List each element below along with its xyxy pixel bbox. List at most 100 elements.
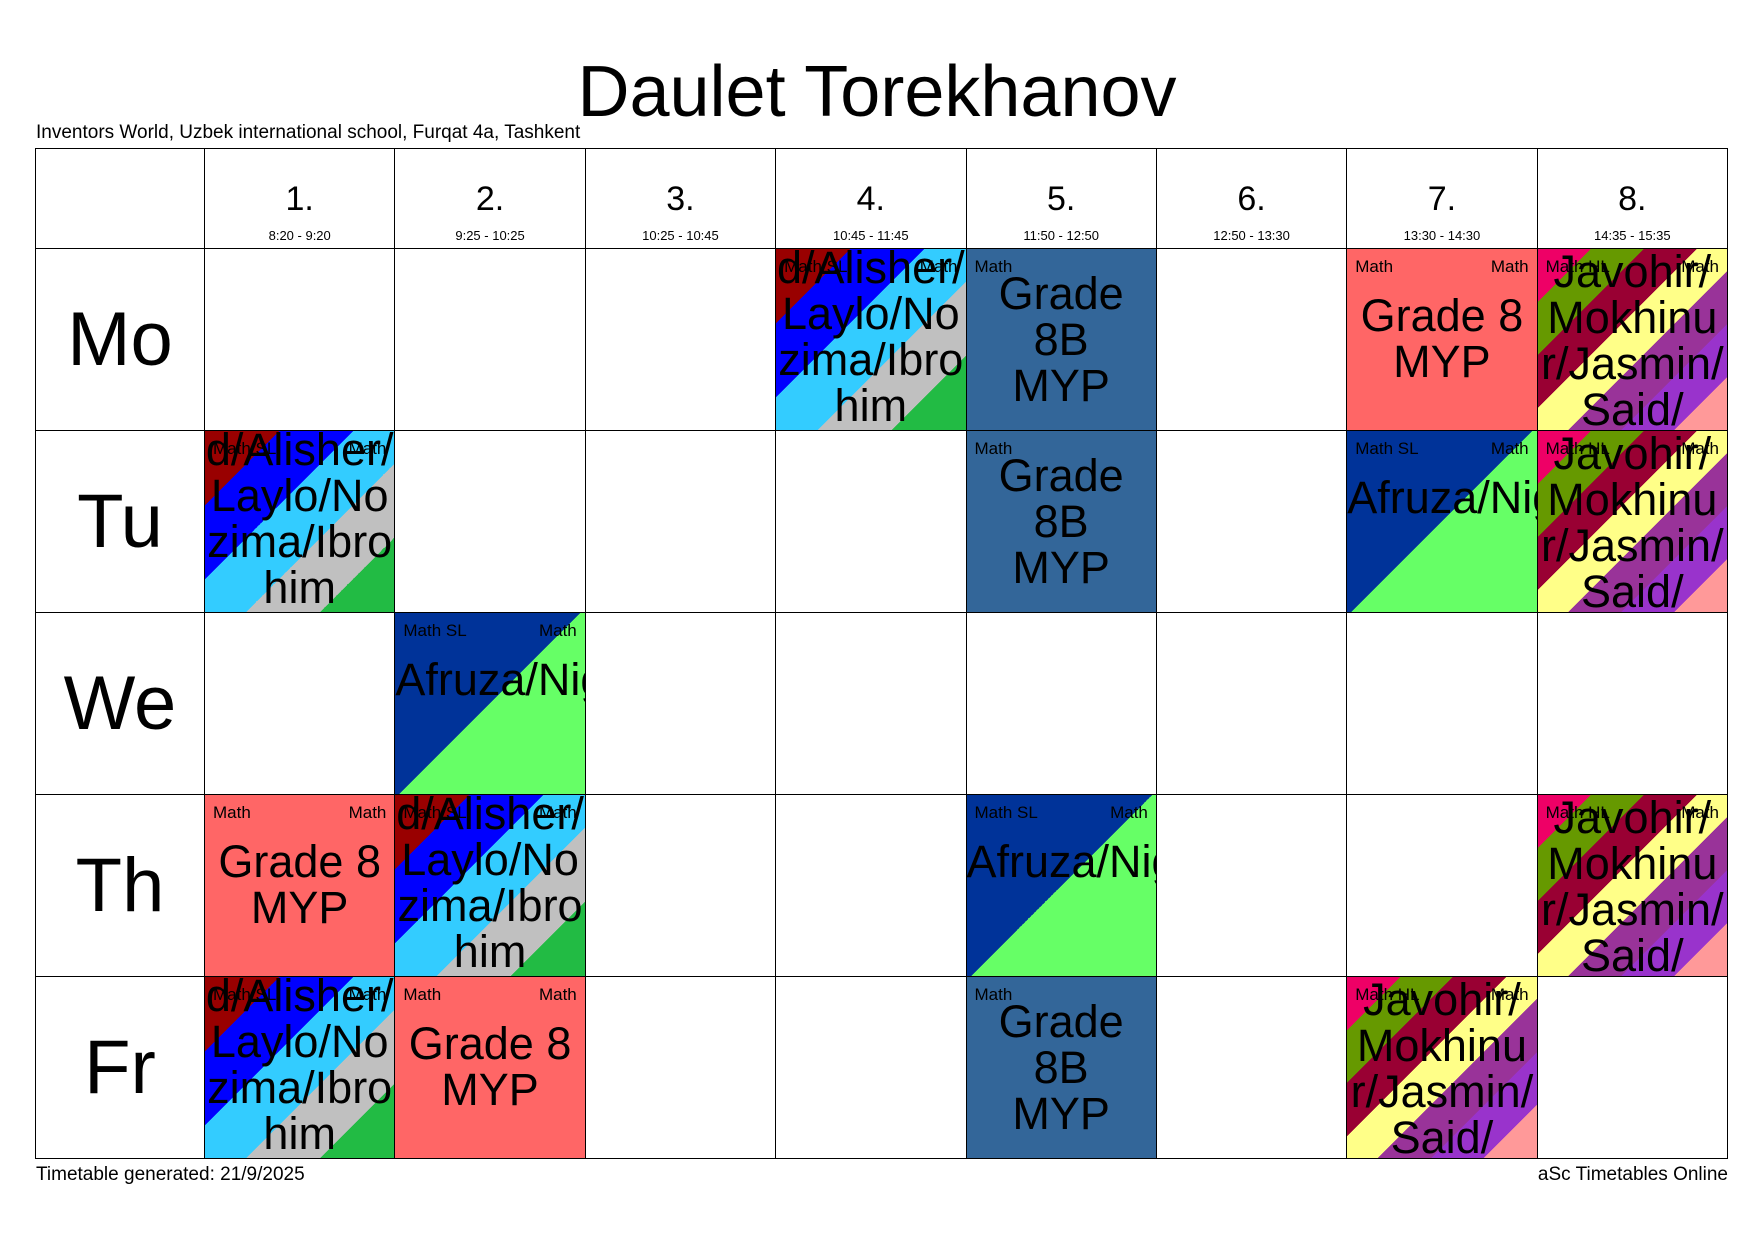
lesson-subject: Math HL — [1545, 439, 1610, 458]
school-address: Inventors World, Uzbek international sch… — [36, 122, 581, 143]
lesson-group: Grade 8B MYP — [998, 271, 1124, 409]
period-number: 1. — [285, 180, 314, 218]
lesson-subject: Math — [1355, 257, 1394, 276]
lesson-card[interactable]: Math SL MathJamshid/Akbar/Bekzod/Jahongir… — [205, 977, 395, 1158]
day-label: Fr — [36, 977, 205, 1159]
day-label: Mo — [36, 249, 205, 431]
timetable-cell: Math SL MathJamshid/Akbar/Bekzod/Jahongir… — [205, 431, 396, 613]
lesson-card[interactable]: Math Grade 8B MYP — [966, 977, 1156, 1158]
day-label: We — [36, 613, 205, 795]
timetable-cell — [1537, 613, 1728, 795]
timetable-cell — [1347, 795, 1538, 977]
day-label: Tu — [36, 431, 205, 613]
period-header: 3. 10:25 - 10:45 — [585, 149, 777, 249]
lesson-card[interactable]: Math SL MathJamshid/Akbar/Bekzod/Jahongir… — [776, 249, 966, 430]
lesson-card[interactable]: Math Grade 8B MYP — [966, 431, 1156, 612]
period-number: 5. — [1047, 180, 1076, 218]
lesson-subject-short: Math — [348, 803, 387, 822]
lesson-subject: Math SL — [974, 803, 1038, 822]
lesson-subject-short: Math — [1490, 439, 1529, 458]
timetable-cell — [1156, 249, 1348, 431]
lesson-subject: Math — [974, 439, 1013, 458]
page-title: Daulet Torekhanov — [577, 52, 1177, 132]
lesson-card[interactable]: Math HL Math Javohir/Mokhinur/Jasmin/Said/ — [1537, 431, 1727, 612]
timetable-cell: Math HL Math Javohir/Mokhinur/Jasmin/Said/ — [1537, 431, 1728, 613]
period-time: 12:50 - 13:30 — [1213, 228, 1290, 243]
lesson-subject: Math SL — [213, 985, 277, 1004]
lesson-group: Afruza/Nigora — [395, 657, 584, 703]
timetable-cell: Math Grade 8B MYP — [966, 977, 1157, 1159]
lesson-subject: Math — [403, 985, 442, 1004]
timetable-cell — [585, 431, 777, 613]
timetable-cell — [1156, 977, 1348, 1159]
lesson-card[interactable]: Math HL Math Javohir/Mokhinur/Jasmin/Said/ — [1537, 795, 1727, 976]
lesson-subject: Math HL — [1355, 985, 1420, 1004]
lesson-group: Grade 8 MYP — [1360, 293, 1524, 385]
timetable-cell: Math Grade 8B MYP — [966, 249, 1157, 431]
period-time: 11:50 - 12:50 — [1023, 228, 1100, 243]
timetable-cell — [1347, 613, 1538, 795]
timetable-cell: Math SL Math Afruza/Nigora — [395, 613, 586, 795]
lesson-subject-short: Math — [538, 621, 577, 640]
timetable-cell — [585, 977, 777, 1159]
timetable-cell: Math Grade 8B MYP — [966, 431, 1157, 613]
timetable-cell — [205, 613, 396, 795]
lesson-card[interactable]: Math Grade 8B MYP — [966, 249, 1156, 430]
lesson-subject: Math HL — [1545, 257, 1610, 276]
period-number: 2. — [475, 180, 505, 218]
timetable-cell: Math Math Grade 8 MYP — [205, 795, 396, 977]
lesson-group: Grade 8B MYP — [998, 453, 1124, 591]
lesson-card[interactable]: Math Math Grade 8 MYP — [1347, 249, 1537, 430]
timetable-cell — [1156, 795, 1348, 977]
period-time: 13:30 - 14:30 — [1403, 228, 1481, 243]
lesson-card[interactable]: Math Math Grade 8 MYP — [205, 795, 395, 976]
period-header: 4. 10:45 - 11:45 — [776, 149, 967, 249]
period-header: 1. 8:20 - 9:20 — [205, 149, 396, 249]
lesson-subject: Math SL — [213, 439, 277, 458]
timetable-cell — [1537, 977, 1728, 1159]
timetable-cell — [585, 249, 777, 431]
lesson-card[interactable]: Math SL MathJamshid/Akbar/Bekzod/Jahongir… — [205, 431, 395, 612]
lesson-group: Jamshid/Akbar/Bekzod/Jahongir/Dilshod/Ha… — [396, 795, 584, 975]
lesson-subject: Math SL — [1355, 439, 1419, 458]
lesson-card[interactable]: Math Math Grade 8 MYP — [395, 977, 585, 1158]
period-number: 8. — [1618, 180, 1647, 218]
lesson-subject: Math HL — [1545, 803, 1610, 822]
lesson-card[interactable]: Math SL Math Afruza/Nigora — [966, 795, 1156, 976]
lesson-subject-short: Math — [348, 439, 387, 458]
timetable-cell — [776, 977, 967, 1159]
day-label: Th — [36, 795, 205, 977]
timetable-cell: Math HL Math Javohir/Mokhinur/Jasmin/Said/ — [1537, 249, 1728, 431]
lesson-group: Javohir/Mokhinur/Jasmin/Said/ — [1541, 249, 1724, 427]
timetable-cell: Math SL MathJamshid/Akbar/Bekzod/Jahongir… — [205, 977, 396, 1159]
lesson-group: Jamshid/Akbar/Bekzod/Jahongir/Dilshod/Ha… — [205, 431, 394, 611]
timetable-cell — [395, 431, 586, 613]
lesson-card[interactable]: Math SL MathJamshid/Akbar/Bekzod/Jahongir… — [395, 795, 585, 976]
lesson-group: Afruza/Nigora — [1347, 475, 1536, 521]
period-header: 7. 13:30 - 14:30 — [1347, 149, 1538, 249]
lesson-subject: Math — [213, 803, 251, 822]
lesson-group: Afruza/Nigora — [966, 839, 1156, 885]
lesson-subject-short: Math — [538, 803, 577, 822]
timetable-cell: Math HL Math Javohir/Mokhinur/Jasmin/Said/ — [1347, 977, 1538, 1159]
period-time: 10:25 - 10:45 — [642, 228, 719, 243]
period-time: 14:35 - 15:35 — [1594, 228, 1671, 243]
lesson-card[interactable]: Math SL Math Afruza/Nigora — [1347, 431, 1537, 612]
timetable-grid: 1. 8:20 - 9:20 2. 9:25 - 10:25 3. 10:25 - 10:… — [35, 148, 1728, 1159]
lesson-card[interactable]: Math HL Math Javohir/Mokhinur/Jasmin/Said/ — [1537, 249, 1727, 430]
lesson-subject: Math SL — [784, 257, 848, 276]
timetable-cell: Math HL Math Javohir/Mokhinur/Jasmin/Said/ — [1537, 795, 1728, 977]
lesson-card[interactable]: Math SL Math Afruza/Nigora — [395, 613, 585, 794]
lesson-group: Javohir/Mokhinur/Jasmin/Said/ — [1350, 977, 1534, 1155]
lesson-subject: Math — [974, 257, 1013, 276]
lesson-subject-short: Math — [1490, 257, 1529, 276]
timetable-cell: Math Math Grade 8 MYP — [1347, 249, 1538, 431]
lesson-subject-short: Math — [919, 257, 958, 276]
period-number: 4. — [856, 180, 885, 218]
timetable-cell: Math SL MathJamshid/Akbar/Bekzod/Jahongir… — [776, 249, 967, 431]
lesson-card[interactable]: Math HL Math Javohir/Mokhinur/Jasmin/Said/ — [1347, 977, 1537, 1158]
lesson-subject-short: Math — [1110, 803, 1148, 822]
timetable-cell — [1156, 613, 1348, 795]
period-header: 2. 9:25 - 10:25 — [395, 149, 586, 249]
timetable-cell — [585, 613, 777, 795]
